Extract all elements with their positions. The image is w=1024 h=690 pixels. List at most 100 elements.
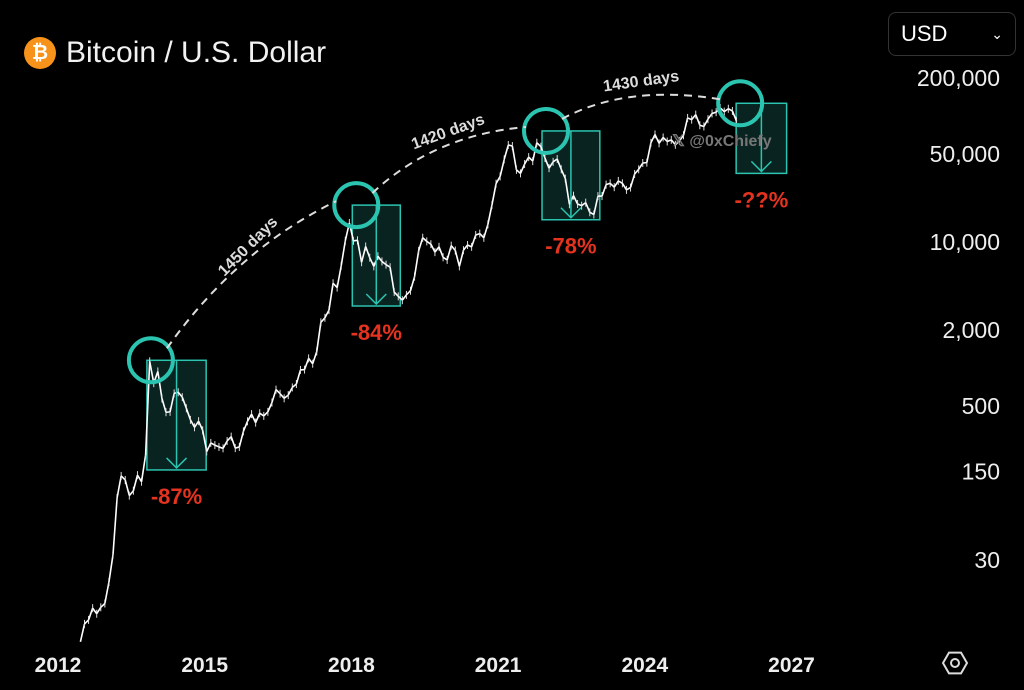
price-segment [719, 107, 725, 113]
y-tick-label: 30 [974, 547, 1000, 573]
price-segment [629, 173, 636, 188]
price-segment [483, 224, 489, 239]
price-segment [646, 142, 652, 163]
drawdown-label: -87% [151, 484, 202, 509]
price-segment [662, 136, 668, 143]
price-segment [552, 158, 558, 163]
price-segment [503, 144, 510, 160]
currency-select[interactable]: USD ⌄ [888, 12, 1016, 56]
y-tick-label: 2,000 [942, 317, 1000, 343]
price-segment [434, 246, 440, 253]
price-segment [479, 233, 485, 239]
price-segment [523, 156, 530, 165]
price-segment [87, 607, 94, 621]
price-segment [381, 260, 387, 266]
price-segment [356, 240, 363, 263]
price-segment [699, 124, 705, 128]
price-segment [682, 117, 689, 136]
price-segment [430, 243, 436, 253]
price-segment [353, 239, 358, 242]
price-segment [405, 290, 412, 296]
cycle-duration-label: 1420 days [409, 111, 487, 153]
price-segment [462, 244, 469, 251]
price-segment [536, 142, 542, 148]
chart-title: ₿ Bitcoin / U.S. Dollar [24, 36, 326, 70]
price-segment [275, 389, 281, 395]
price-segment [169, 393, 175, 413]
price-segment [83, 619, 90, 625]
price-segment [397, 295, 403, 301]
price-segment [136, 474, 143, 483]
price-segment [311, 351, 318, 364]
price-segment [246, 413, 253, 422]
price-segment [577, 203, 582, 207]
cycle-dashed-line [371, 125, 527, 194]
price-segment [377, 255, 383, 262]
price-segment [508, 144, 513, 147]
price-segment [658, 136, 664, 144]
price-segment [678, 134, 685, 142]
cycle-dashed-line [166, 200, 337, 349]
price-segment [271, 389, 277, 403]
y-tick-label: 500 [962, 393, 1000, 419]
price-segment [621, 182, 628, 191]
price-segment [495, 176, 501, 185]
price-segment [250, 413, 257, 423]
price-segment [242, 421, 249, 432]
drawdown-label: -84% [351, 320, 402, 345]
hexagon-center [950, 658, 960, 668]
y-tick-label: 150 [962, 459, 1000, 485]
price-segment [458, 249, 465, 267]
price-segment [267, 402, 273, 413]
price-segment [703, 118, 709, 127]
price-segment [315, 322, 322, 352]
price-segment [515, 169, 522, 174]
price-segment [259, 412, 265, 417]
price-segment [731, 110, 738, 122]
price-segment [511, 145, 518, 171]
price-segment [328, 283, 334, 311]
peak-circle [332, 181, 381, 230]
price-segment [185, 408, 192, 421]
price-segment [181, 396, 188, 409]
price-segment [694, 114, 701, 126]
price-segment [108, 554, 114, 583]
chevron-down-icon: ⌄ [991, 25, 1003, 42]
hexagon-outline [941, 651, 969, 675]
price-segment [177, 391, 183, 398]
price-segment [235, 446, 240, 449]
price-segment [674, 140, 680, 146]
arrow-head-icon [560, 207, 582, 219]
price-segment [254, 412, 261, 423]
price-segment [189, 419, 196, 428]
price-segment [450, 245, 456, 252]
peak-circle [716, 79, 765, 128]
price-segment [157, 371, 163, 399]
price-segment [413, 250, 420, 277]
price-segment [470, 234, 477, 248]
price-segment [100, 602, 106, 608]
price-segment [144, 361, 151, 455]
price-segment [634, 168, 640, 175]
price-segment [426, 240, 432, 245]
x-tick-label: 2027 [768, 654, 815, 677]
price-segment [601, 184, 607, 197]
arrow-head-icon [365, 293, 387, 306]
price-segment [519, 163, 526, 174]
peak-circle [126, 336, 175, 385]
price-segment [609, 182, 615, 188]
price-segment [230, 436, 237, 449]
price-segment [369, 257, 375, 267]
price-segment [711, 111, 717, 115]
hexagon-settings-icon[interactable] [941, 651, 969, 675]
price-segment [336, 265, 342, 288]
price-segment [96, 606, 102, 615]
price-segment [499, 159, 505, 177]
price-segment [417, 237, 424, 252]
price-segment [226, 436, 232, 442]
price-segment [128, 490, 135, 497]
x-tick-label: 2021 [475, 654, 522, 677]
price-segment [409, 276, 416, 291]
price-segment [560, 168, 567, 179]
